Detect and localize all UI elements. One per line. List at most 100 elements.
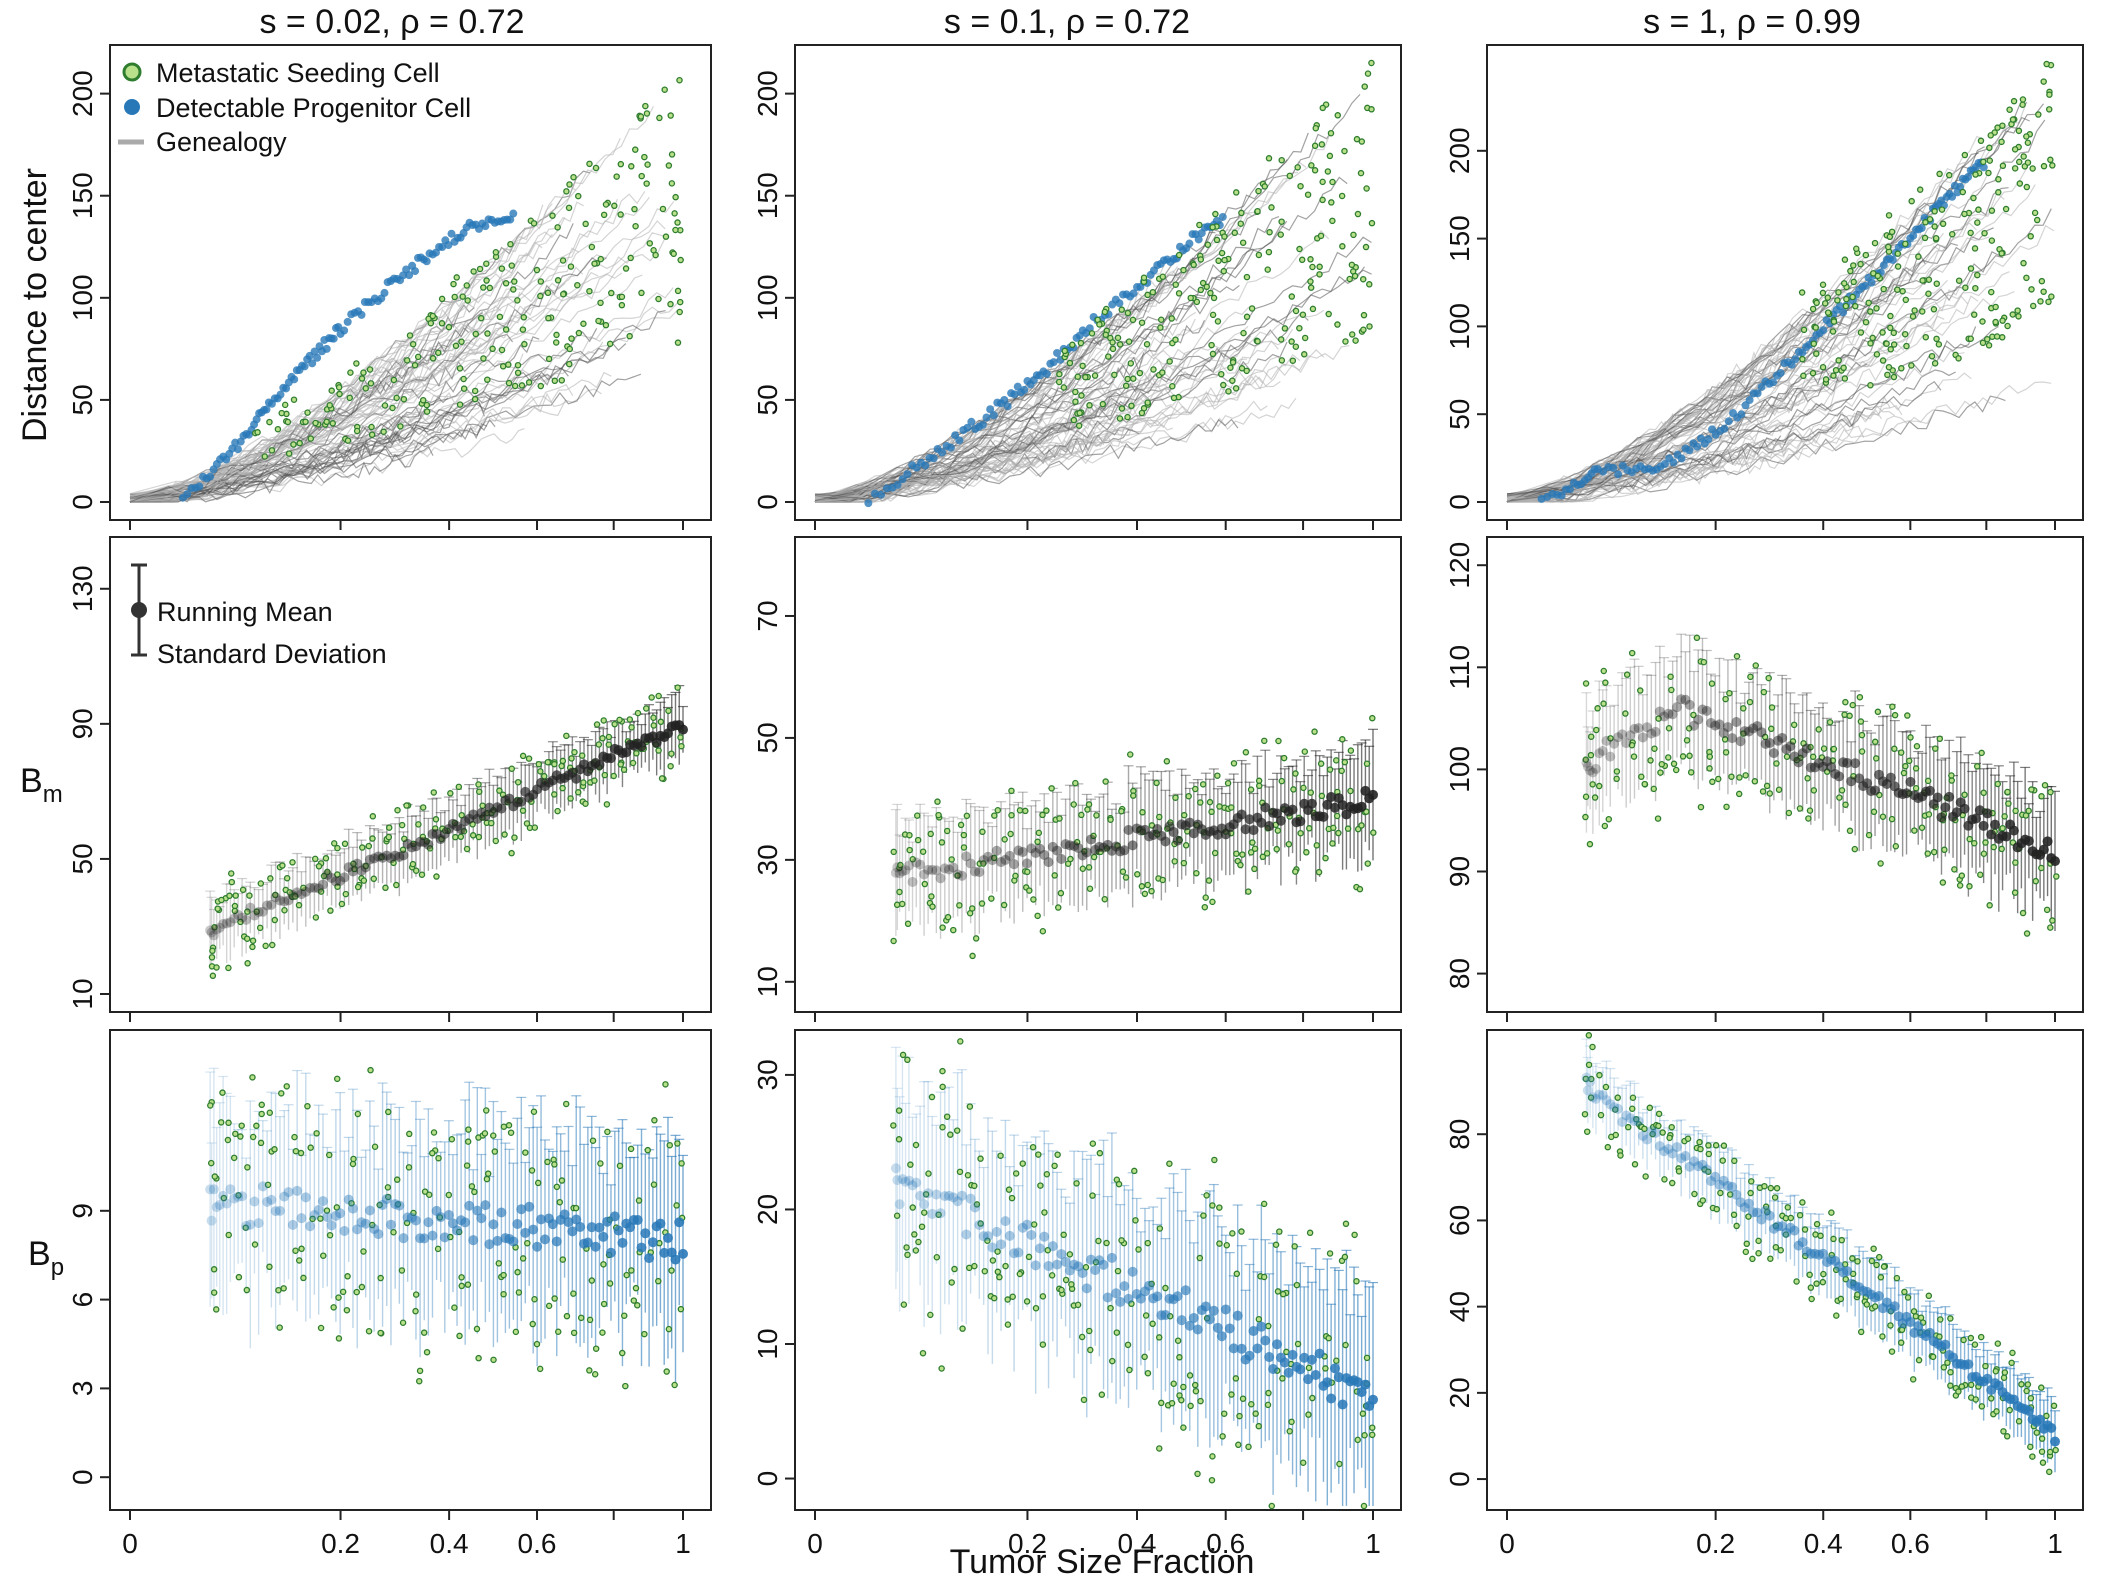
seeding-cell	[1274, 827, 1282, 834]
progenitor-cell	[1917, 224, 1926, 233]
seeding-cell	[1326, 152, 1334, 160]
seeding-cell	[1093, 812, 1100, 819]
mean-point	[1597, 746, 1608, 757]
seeding-cell	[1840, 364, 1847, 372]
seeding-cell	[1858, 731, 1866, 739]
seeding-cell	[2045, 1468, 2053, 1476]
seeding-cell	[289, 859, 296, 866]
seeding-cell	[1238, 1228, 1245, 1235]
seeding-cell	[463, 1162, 471, 1169]
seeding-cell	[371, 1143, 379, 1150]
seeding-cell	[1118, 405, 1126, 412]
seeding-cell	[1582, 680, 1590, 687]
seeding-cell	[1846, 827, 1854, 835]
legend-running-mean: Running Mean Standard Deviation	[131, 563, 387, 669]
mean-point	[1629, 723, 1640, 734]
seeding-cell	[1919, 277, 1926, 284]
genealogy-line	[1506, 119, 2046, 496]
seeding-cell	[2015, 127, 2023, 135]
seeding-cell	[2038, 1435, 2046, 1442]
seeding-cell	[1967, 335, 1974, 342]
seeding-cell	[1039, 811, 1046, 819]
mean-point	[249, 1196, 260, 1207]
seeding-cell	[341, 840, 349, 848]
seeding-cell	[1672, 766, 1680, 774]
seeding-cell	[1309, 1394, 1316, 1402]
mean-point	[1009, 1248, 1020, 1259]
mean-point	[339, 872, 350, 883]
seeding-cell	[1278, 156, 1285, 164]
seeding-cell	[1799, 355, 1806, 363]
seeding-cell	[1841, 375, 1849, 382]
mean-point	[1085, 1254, 1096, 1265]
seeding-cell	[935, 1211, 942, 1218]
seeding-cell	[1229, 359, 1237, 366]
seeding-cell	[1278, 357, 1286, 364]
mean-point	[1924, 785, 1935, 796]
seeding-cell	[1884, 243, 1892, 251]
seeding-cell	[921, 880, 929, 888]
seeding-cell	[994, 1248, 1001, 1255]
seeding-cell	[1683, 737, 1691, 744]
seeding-cell	[336, 390, 343, 398]
y-label-bp-sub: p	[51, 1254, 64, 1281]
mean-point	[1748, 1207, 1759, 1218]
seeding-cell	[406, 332, 414, 339]
seeding-cell	[1720, 1142, 1728, 1149]
seeding-cell	[544, 289, 552, 297]
seeding-cell	[1307, 789, 1315, 796]
mean-point	[326, 872, 337, 883]
seeding-cell	[1239, 851, 1246, 858]
seeding-cell	[1334, 321, 1341, 328]
seeding-cell	[2009, 1349, 2016, 1357]
mean-point	[602, 1216, 613, 1227]
mean-point	[1013, 1247, 1024, 1258]
seeding-cell	[313, 1130, 320, 1137]
seeding-cell	[1813, 1220, 1821, 1228]
seeding-cell	[1872, 755, 1880, 762]
seeding-cell	[465, 1126, 472, 1133]
mean-point	[1680, 1151, 1691, 1162]
seeding-cell	[1985, 169, 1992, 177]
seeding-cell	[1930, 848, 1938, 856]
seeding-cell	[2012, 859, 2019, 866]
seeding-cell	[492, 837, 500, 845]
seeding-cell	[1873, 305, 1880, 312]
seeding-cell	[1342, 1341, 1349, 1349]
progenitor-cell	[1609, 463, 1618, 472]
seeding-cell	[1833, 1312, 1840, 1319]
seeding-cell	[1995, 176, 2002, 183]
mean-point	[617, 1237, 628, 1248]
seeding-cell	[1888, 228, 1896, 236]
seeding-cell	[1908, 197, 1915, 205]
seeding-cell	[266, 418, 273, 426]
seeding-cell	[1341, 147, 1348, 155]
seeding-cell	[1139, 809, 1146, 816]
y-tick-label: 0	[1444, 1471, 1475, 1487]
seeding-cell	[1981, 229, 1988, 237]
mean-point	[1184, 1320, 1195, 1331]
seeding-cell	[1312, 124, 1320, 132]
seeding-cell	[1215, 257, 1222, 265]
seeding-cell	[959, 1325, 966, 1332]
seeding-cell	[520, 314, 528, 321]
seeding-cell	[1268, 1502, 1276, 1510]
mean-point	[636, 1242, 647, 1253]
seeding-cell	[1838, 1236, 1846, 1244]
seeding-cell	[2023, 274, 2030, 282]
seeding-cell	[1655, 1110, 1663, 1118]
seeding-cell	[1628, 649, 1636, 657]
seeding-cell	[489, 345, 496, 353]
seeding-cell	[1809, 753, 1817, 761]
genealogy-line	[129, 333, 514, 503]
seeding-cell	[1929, 1353, 1937, 1361]
seeding-cell	[1148, 887, 1155, 895]
mean-point	[1951, 807, 1962, 818]
seeding-cell	[1338, 192, 1346, 200]
seeding-cell	[1229, 1230, 1236, 1237]
mean-point	[318, 879, 329, 890]
seeding-cell	[498, 265, 506, 272]
seeding-cell	[565, 204, 573, 212]
mean-point	[364, 1205, 375, 1216]
seeding-cell	[1211, 1156, 1218, 1164]
